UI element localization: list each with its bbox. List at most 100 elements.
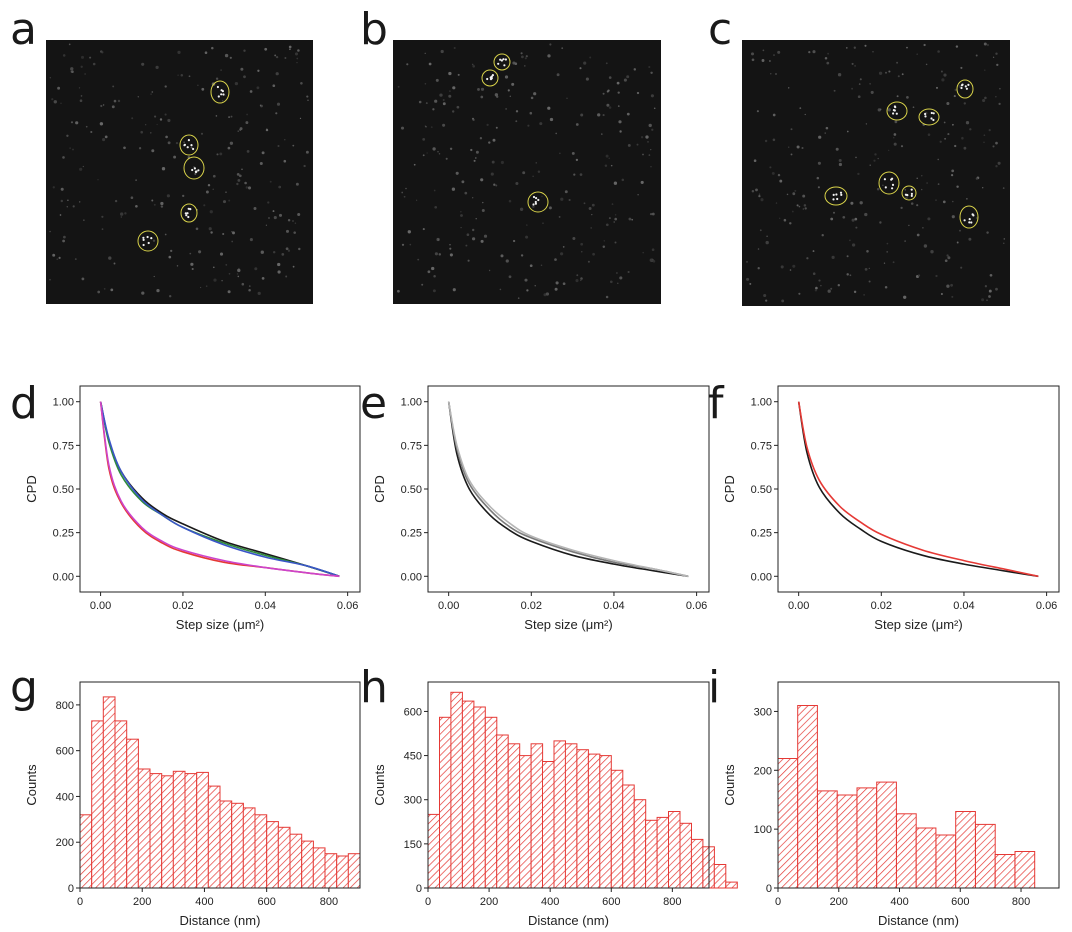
background-speckle (428, 62, 432, 66)
histogram-bar (102, 696, 116, 889)
y-tick-label: 450 (404, 751, 422, 763)
background-speckle (583, 202, 586, 205)
background-speckle (261, 151, 265, 155)
background-speckle (969, 128, 972, 131)
x-tick-label: 0.06 (1036, 600, 1057, 612)
background-speckle (244, 181, 247, 185)
bright-spot (216, 85, 219, 89)
background-speckle (177, 50, 181, 55)
background-speckle (878, 71, 883, 75)
background-speckle (401, 243, 405, 246)
background-speckle (183, 141, 185, 144)
background-speckle (288, 45, 292, 49)
background-speckle (545, 292, 550, 296)
histogram-bar (713, 864, 727, 889)
background-speckle (466, 233, 470, 237)
background-speckle (772, 113, 776, 117)
background-speckle (464, 191, 468, 195)
background-speckle (216, 153, 219, 156)
background-speckle (790, 153, 793, 156)
background-speckle (770, 73, 772, 75)
bright-spot (217, 95, 220, 98)
background-speckle (846, 255, 849, 258)
background-speckle (232, 231, 235, 235)
background-speckle (471, 63, 474, 66)
background-speckle (442, 102, 446, 106)
x-tick-label: 0.00 (788, 600, 809, 612)
background-speckle (210, 231, 213, 234)
histogram-bar (277, 826, 291, 889)
background-speckle (753, 159, 757, 162)
background-speckle (946, 254, 949, 257)
background-speckle (802, 208, 804, 210)
y-tick-label: 800 (56, 700, 74, 712)
background-speckle (449, 147, 453, 151)
background-speckle (170, 249, 173, 253)
background-speckle (833, 211, 835, 214)
background-speckle (821, 234, 824, 237)
background-speckle (228, 116, 231, 119)
background-speckle (838, 158, 842, 163)
background-speckle (239, 127, 243, 131)
background-speckle (995, 287, 998, 291)
background-speckle (307, 99, 309, 102)
background-speckle (400, 126, 405, 130)
background-speckle (803, 204, 807, 207)
bright-spot (499, 58, 502, 61)
background-speckle (495, 126, 498, 129)
background-speckle (591, 214, 593, 216)
background-speckle (873, 159, 876, 162)
background-speckle (848, 239, 851, 242)
background-speckle (626, 112, 630, 116)
background-speckle (893, 142, 897, 146)
bright-spot (890, 178, 893, 181)
roi-outline (886, 101, 908, 121)
x-tick-label: 0 (425, 896, 431, 908)
background-speckle (79, 201, 81, 203)
background-speckle (422, 154, 425, 157)
background-speckle (131, 117, 134, 120)
background-speckle (896, 95, 899, 98)
background-speckle (85, 125, 88, 128)
background-speckle (547, 106, 551, 110)
bright-spot (832, 198, 835, 201)
background-speckle (613, 221, 615, 223)
background-speckle (527, 124, 530, 127)
background-speckle (645, 135, 649, 139)
background-speckle (442, 99, 445, 101)
background-speckle (477, 87, 480, 91)
background-speckle (259, 104, 262, 106)
bright-spot (197, 169, 200, 172)
background-speckle (68, 43, 71, 46)
background-speckle (228, 272, 231, 275)
background-speckle (62, 239, 65, 243)
background-speckle (473, 159, 476, 162)
background-speckle (457, 73, 460, 76)
y-axis-title: Counts (372, 764, 387, 806)
background-speckle (215, 115, 218, 117)
background-speckle (293, 231, 296, 234)
histogram-h: 0 200 400 600 800 0 150 300 450 600 Distance (nm) C… (372, 681, 738, 928)
background-speckle (580, 113, 584, 117)
background-speckle (49, 77, 51, 79)
bright-spot (189, 208, 192, 211)
background-speckle (930, 250, 934, 254)
background-speckle (211, 46, 214, 50)
background-speckle (275, 72, 279, 76)
bright-spot (964, 85, 967, 88)
x-tick-label: 0.00 (438, 600, 459, 612)
background-speckle (872, 50, 874, 53)
background-speckle (601, 133, 603, 135)
background-speckle (168, 255, 172, 259)
background-speckle (937, 183, 940, 185)
background-speckle (111, 105, 115, 109)
background-speckle (833, 89, 836, 92)
background-speckle (257, 69, 260, 72)
background-speckle (798, 292, 801, 295)
background-speckle (103, 288, 106, 290)
background-speckle (896, 61, 899, 64)
background-speckle (758, 195, 761, 198)
x-tick-label: 200 (133, 896, 151, 908)
background-speckle (606, 103, 610, 107)
background-speckle (285, 275, 288, 278)
